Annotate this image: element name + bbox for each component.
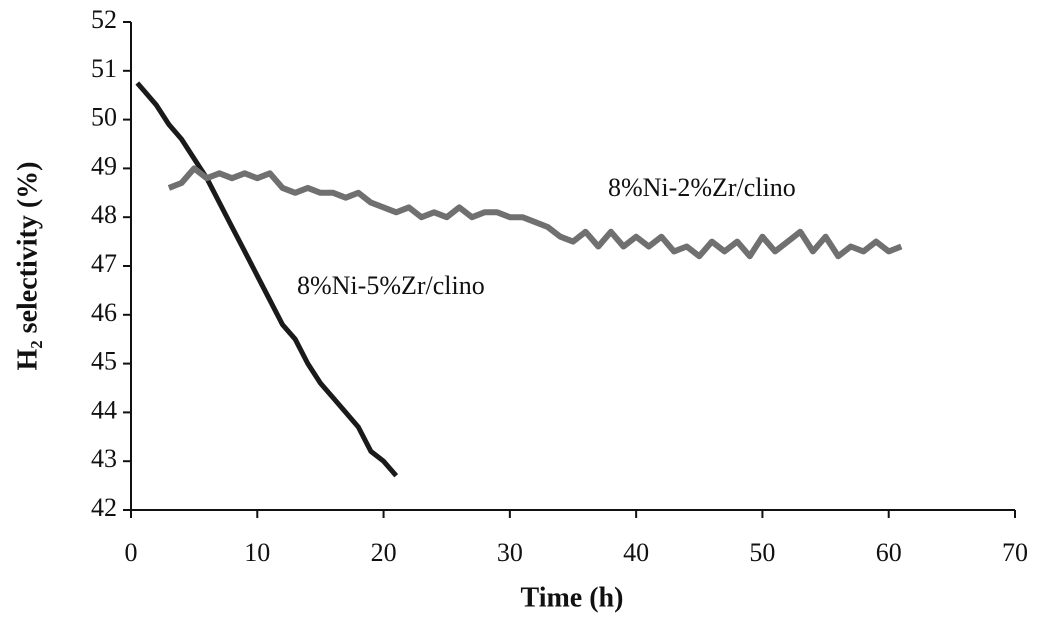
y-tick-label: 47 [91,249,117,278]
data-line [167,165,903,260]
x-tick-label: 0 [125,538,138,567]
y-tick-label: 50 [91,103,117,132]
series-label: 8%Ni-5%Zr/clino [297,271,485,300]
x-tick-label: 40 [623,538,649,567]
y-tick-label: 42 [91,493,117,522]
x-tick-label: 70 [1002,538,1028,567]
y-tick-label: 45 [91,347,117,376]
x-tick-label: 20 [371,538,397,567]
series-label: 8%Ni-2%Zr/clino [608,173,796,202]
y-tick-label: 51 [91,54,117,83]
x-tick-label: 30 [497,538,523,567]
y-tick-label: 43 [91,444,117,473]
y-tick-label: 52 [91,5,117,34]
x-tick-label: 50 [749,538,775,567]
y-tick-label: 49 [91,151,117,180]
y-tick-label: 46 [91,298,117,327]
y-axis-label: H₂ selectivity (%) [12,162,43,371]
data-line [135,81,399,478]
x-tick-label: 10 [244,538,270,567]
y-tick-label: 48 [91,200,117,229]
y-tick-label: 44 [91,395,117,424]
x-axis-label: Time (h) [521,582,624,613]
x-tick-label: 60 [876,538,902,567]
